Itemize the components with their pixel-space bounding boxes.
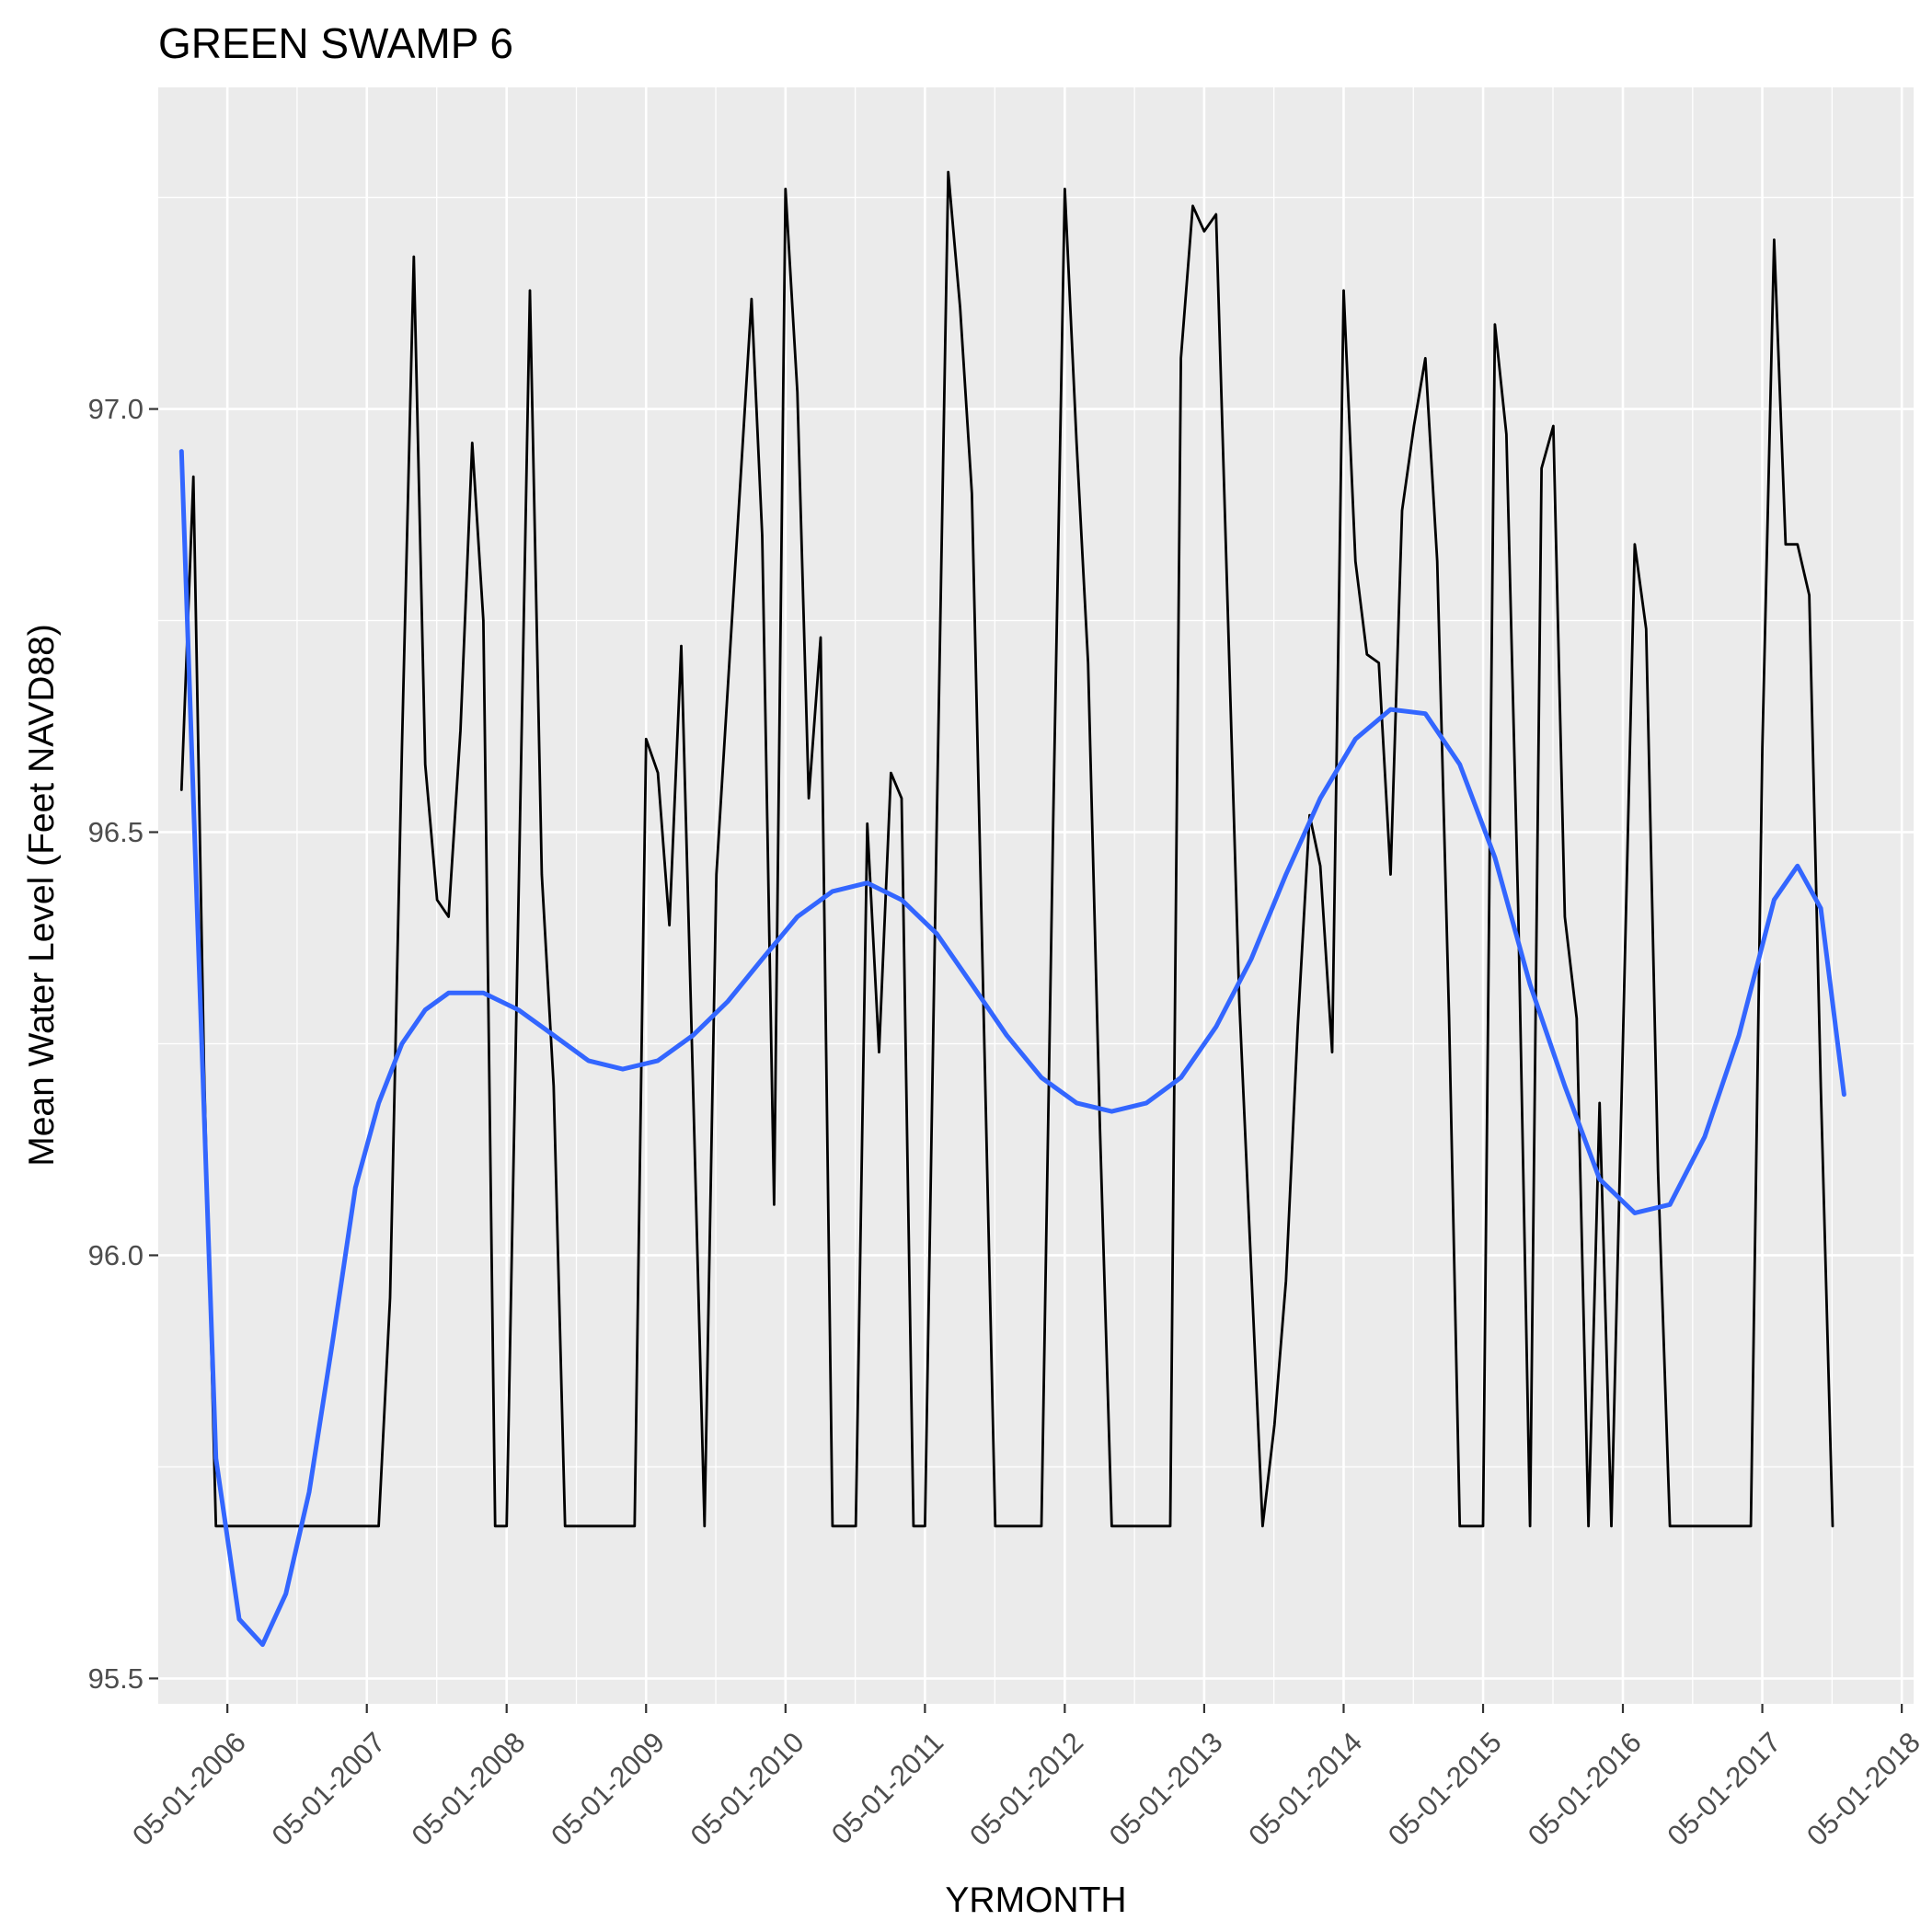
y-axis-title: Mean Water Level (Feet NAVD88) (22, 624, 62, 1167)
axis-ticks (149, 408, 1903, 1713)
observed-water-level-line (179, 170, 1834, 1528)
x-tick-label: 05-01-2018 (1800, 1726, 1926, 1852)
x-tick-label: 05-01-2007 (266, 1726, 392, 1852)
y-tick-label: 95.5 (88, 1662, 144, 1695)
x-tick-label: 05-01-2010 (684, 1726, 811, 1852)
series-layer (178, 170, 1846, 1648)
x-tick-label: 05-01-2012 (963, 1726, 1089, 1852)
x-axis-title: YRMONTH (945, 1880, 1126, 1920)
y-tick-label: 96.5 (88, 816, 144, 848)
x-tick-label: 05-01-2009 (545, 1726, 671, 1852)
grid-major (158, 87, 1914, 1704)
x-tick-label: 05-01-2011 (825, 1726, 949, 1850)
x-tick-label: 05-01-2014 (1242, 1726, 1368, 1852)
x-tick-label: 05-01-2015 (1382, 1726, 1508, 1852)
smoothed-trend-line (178, 449, 1846, 1648)
chart-title: GREEN SWAMP 6 (158, 19, 513, 67)
x-tick-label: 05-01-2006 (126, 1726, 252, 1852)
y-tick-label: 97.0 (88, 393, 144, 425)
plot-panel (158, 87, 1914, 1704)
x-tick-label: 05-01-2017 (1661, 1726, 1787, 1852)
x-tick-label: 05-01-2016 (1522, 1726, 1648, 1852)
x-tick-label: 05-01-2013 (1103, 1726, 1229, 1852)
grid-minor (158, 87, 1914, 1704)
y-tick-label: 96.0 (88, 1239, 144, 1271)
x-tick-label: 05-01-2008 (406, 1726, 532, 1852)
